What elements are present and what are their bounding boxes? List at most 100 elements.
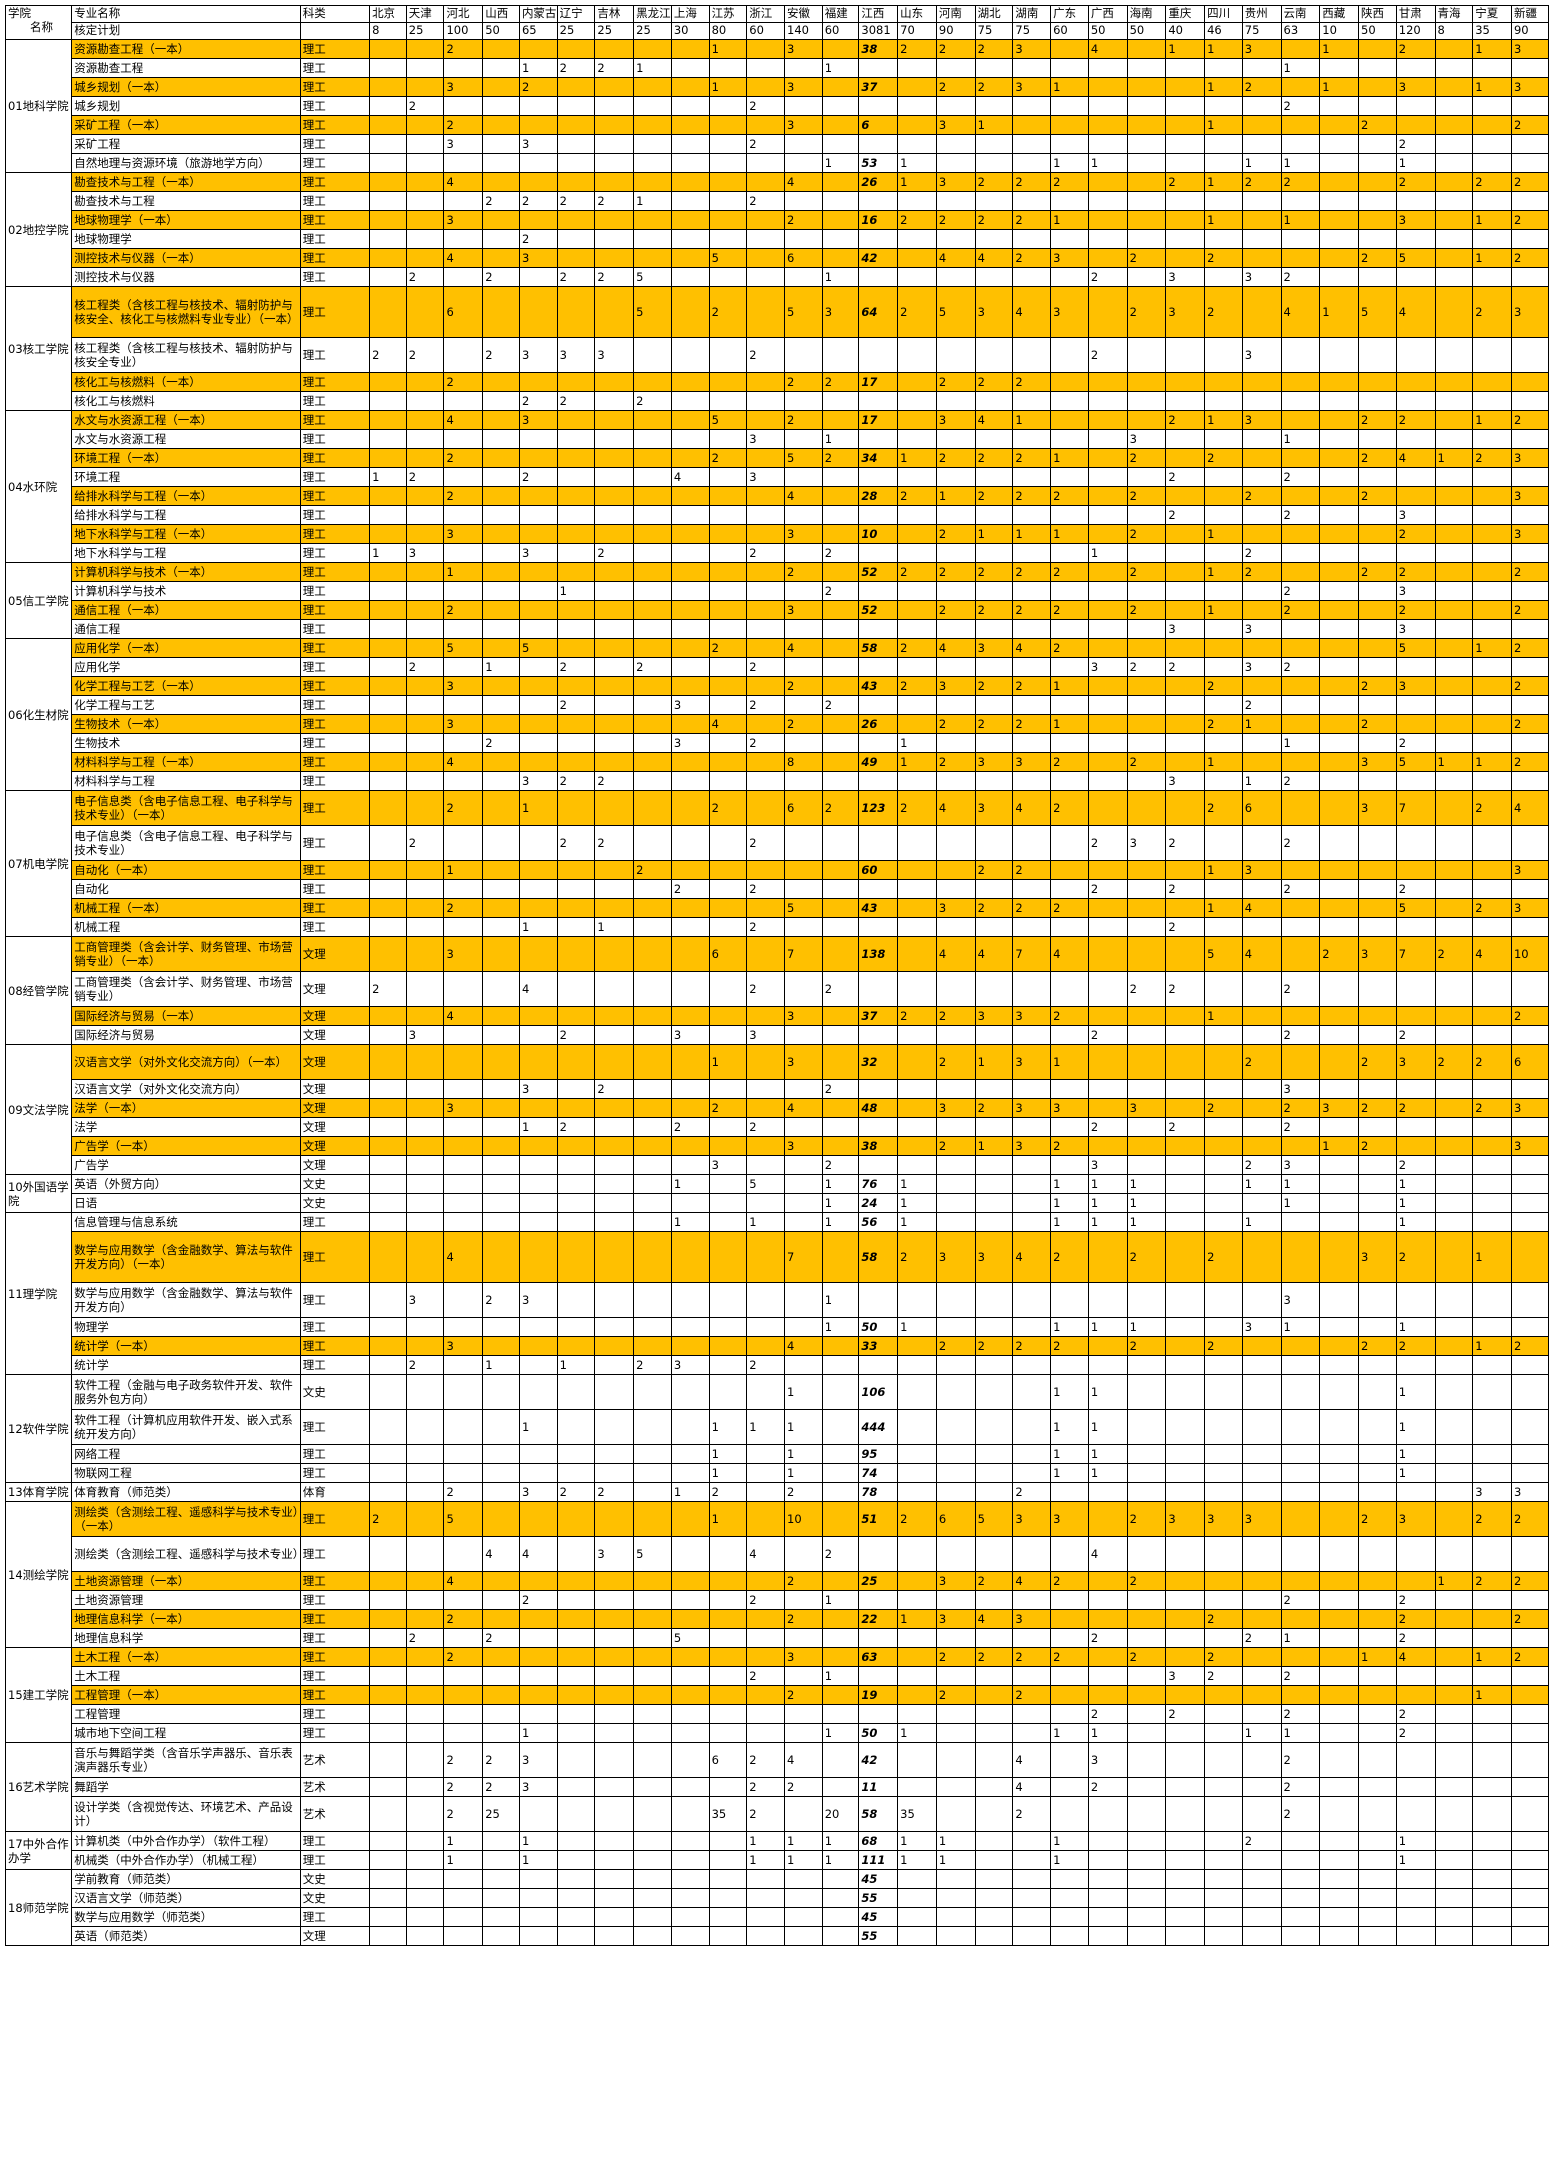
quota-cell [518, 562, 558, 582]
quota-cell: 3 [1126, 1098, 1167, 1118]
quota-cell [482, 581, 520, 601]
quota-cell [1165, 248, 1206, 268]
quota-cell [708, 1536, 748, 1572]
province-plan: 80 [708, 22, 748, 40]
quota-cell [369, 1723, 407, 1743]
quota-cell [369, 657, 407, 677]
quota-cell: 2 [1395, 39, 1436, 59]
quota-cell [1087, 733, 1128, 753]
quota-cell [1126, 1831, 1167, 1851]
quota-cell [405, 248, 445, 268]
quota-cell [1126, 337, 1167, 373]
quota-cell [1395, 467, 1436, 487]
quota-cell: 2 [746, 917, 785, 937]
quota-cell [594, 134, 635, 154]
quota-cell [1434, 1117, 1474, 1137]
quota-cell [594, 1136, 635, 1156]
quota-cell [405, 1831, 445, 1851]
quota-cell [670, 657, 710, 677]
quota-cell: 2 [784, 210, 823, 230]
quota-cell [594, 1044, 635, 1080]
quota-cell: 2 [1087, 1025, 1128, 1045]
quota-cell [1472, 600, 1512, 620]
quota-cell [746, 448, 785, 468]
quota-cell [1434, 1336, 1474, 1356]
quota-cell [633, 543, 672, 563]
quota-cell: 2 [821, 1536, 860, 1572]
quota-cell [1165, 58, 1206, 78]
quota-cell [821, 1231, 860, 1283]
quota-cell: 2 [1241, 172, 1282, 192]
quota-cell [746, 1317, 785, 1337]
quota-cell [935, 1463, 976, 1483]
quota-cell [1280, 1482, 1321, 1502]
quota-cell [482, 1888, 520, 1908]
quota-cell [1126, 372, 1167, 392]
quota-cell: 2 [746, 1742, 785, 1778]
quota-cell [974, 1685, 1014, 1705]
quota-cell [1204, 1796, 1243, 1832]
jiangxi-quota-cell [858, 1666, 899, 1686]
quota-cell [1012, 1317, 1052, 1337]
quota-cell: 1 [1395, 1317, 1436, 1337]
quota-cell [1434, 1850, 1474, 1870]
quota-cell: 1 [1012, 524, 1052, 544]
jiangxi-quota-cell: 37 [858, 1006, 899, 1026]
jiangxi-quota-cell: 26 [858, 714, 899, 734]
quota-cell [746, 372, 785, 392]
quota-cell [784, 1212, 823, 1232]
quota-cell [1165, 1098, 1206, 1118]
jiangxi-quota-cell: 48 [858, 1098, 899, 1118]
quota-cell: 4 [1395, 1647, 1436, 1667]
quota-cell: 4 [1241, 936, 1282, 972]
quota-cell [1204, 619, 1243, 639]
major-name: 给排水科学与工程 [71, 505, 301, 525]
jiangxi-quota-cell: 58 [858, 638, 899, 658]
quota-cell [482, 467, 520, 487]
quota-cell [556, 77, 596, 97]
table-row: 广告学 文理 3 2 3 2 3 2 [6, 1155, 1550, 1175]
quota-cell [482, 1117, 520, 1137]
quota-cell [594, 1609, 635, 1629]
quota-cell [1087, 562, 1128, 582]
college-name: 14测绘学院 [4, 1501, 73, 1648]
quota-cell [518, 619, 558, 639]
quota-cell [443, 191, 484, 211]
quota-cell [405, 1536, 445, 1572]
quota-cell [1510, 971, 1550, 1007]
quota-cell [594, 1704, 635, 1724]
quota-cell [1472, 1777, 1512, 1797]
quota-cell [1126, 1609, 1167, 1629]
table-row: 04水环院 水文与水资源工程（一本） 理工 4 3 5 2 17 3 4 1 2 1 3 2 2 1 2 [4, 410, 1550, 563]
quota-cell: 3 [443, 1098, 484, 1118]
quota-cell [1126, 96, 1167, 116]
quota-cell [405, 1044, 445, 1080]
quota-cell [1280, 860, 1321, 880]
quota-cell [1280, 524, 1321, 544]
quota-cell [1126, 267, 1167, 287]
quota-cell [443, 879, 484, 899]
quota-cell: 3 [1472, 1482, 1512, 1502]
table-row: 土木工程 理工 2 1 3 2 2 [6, 1666, 1550, 1686]
quota-cell [1434, 860, 1474, 880]
quota-cell: 2 [1012, 600, 1052, 620]
table-row: 核化工与核燃料（一本） 理工 2 2 2 17 2 2 2 [6, 372, 1550, 392]
quota-cell: 2 [443, 486, 484, 506]
quota-cell [556, 524, 596, 544]
quota-cell [670, 191, 710, 211]
quota-cell [1472, 429, 1512, 449]
quota-cell [482, 790, 520, 826]
quota-cell [784, 1117, 823, 1137]
quota-cell: 2 [1165, 1704, 1206, 1724]
major-name: 核化工与核燃料（一本） [71, 372, 301, 392]
quota-cell [369, 1231, 407, 1283]
quota-cell [708, 1079, 748, 1099]
quota-cell [1434, 1282, 1474, 1318]
quota-cell: 2 [746, 337, 785, 373]
quota-cell [369, 1317, 407, 1337]
quota-cell: 2 [633, 391, 672, 411]
subject-type: 理工 [299, 695, 371, 715]
quota-cell [670, 1926, 710, 1946]
quota-cell [518, 1025, 558, 1045]
quota-cell [518, 524, 558, 544]
